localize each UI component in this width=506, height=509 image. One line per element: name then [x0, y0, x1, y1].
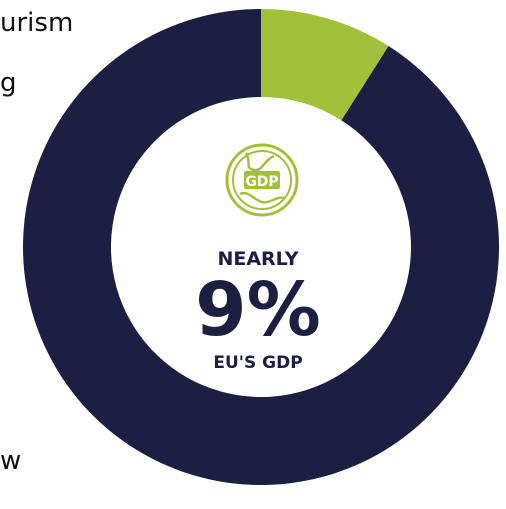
center-caption-text: EU'S GDP: [213, 353, 302, 373]
center-value-text: 9%: [195, 267, 321, 353]
globe-gdp-icon: GDP: [225, 143, 299, 217]
donut-slice-highlight: [261, 9, 389, 121]
donut-slice-rest: [22, 9, 499, 485]
center-lead-text: NEARLY: [217, 248, 298, 270]
donut-slices: [22, 9, 499, 485]
gdp-icon-text: GDP: [245, 174, 278, 190]
caption-text-fragment: w: [0, 446, 22, 476]
intro-text-fragment-1: urism: [0, 8, 74, 38]
intro-text-fragment-2: g: [0, 68, 17, 98]
